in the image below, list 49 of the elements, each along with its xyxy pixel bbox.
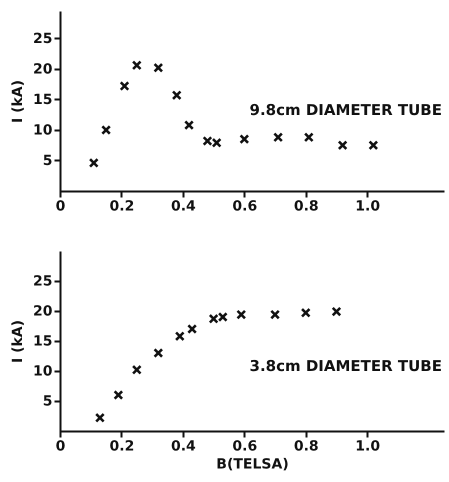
point (184, 120, 194, 130)
x-tick-label: 0.4 (170, 198, 196, 214)
point (88, 158, 99, 168)
x-tick-label: 0.8 (294, 438, 319, 454)
x-tick-label: 0.8 (294, 198, 319, 214)
point (270, 310, 280, 320)
point (132, 364, 142, 375)
y-tick-label: 10 (33, 364, 53, 380)
y-axis-title: I (kA) (10, 80, 26, 124)
x-tick-label: 1.0 (355, 438, 380, 454)
y-tick-label: 10 (33, 122, 53, 138)
y-tick-label: 15 (33, 334, 52, 350)
x-tick-label: 0.4 (170, 438, 196, 454)
point (132, 60, 142, 70)
y-tick-label: 5 (42, 152, 52, 169)
x-tick-label: 0 (56, 198, 66, 214)
point (331, 306, 342, 317)
point (236, 310, 246, 320)
x-tick-label: 1.0 (355, 198, 380, 214)
x-tick-label: 0.6 (232, 438, 258, 454)
annotation: 9.8cm DIAMETER TUBE (250, 101, 442, 119)
point (368, 140, 378, 150)
x-axis-title: B(TELSA) (216, 456, 289, 472)
point (300, 308, 311, 318)
x-tick-label: 0.6 (232, 198, 258, 214)
point (113, 390, 124, 400)
point (187, 324, 198, 334)
y-tick-label: 15 (33, 92, 52, 108)
point (304, 132, 314, 142)
point (120, 81, 130, 92)
y-tick-label: 25 (33, 274, 52, 290)
x-tick-label: 0 (56, 438, 66, 454)
point (172, 90, 182, 100)
y-tick-label: 20 (33, 61, 53, 78)
point (153, 348, 164, 358)
point (94, 412, 105, 423)
annotation: 3.8cm DIAMETER TUBE (250, 357, 442, 376)
point (273, 132, 284, 142)
y-tick-label: 5 (42, 394, 52, 410)
y-tick-label: 25 (33, 30, 52, 47)
point (174, 331, 185, 342)
y-axis-title: I (kA) (10, 320, 26, 364)
y-tick-label: 20 (33, 304, 53, 320)
point (338, 140, 348, 150)
x-tick-label: 0.2 (110, 438, 134, 454)
point (239, 134, 250, 144)
point (153, 62, 164, 73)
point (101, 124, 112, 135)
x-tick-label: 0.2 (110, 198, 134, 214)
